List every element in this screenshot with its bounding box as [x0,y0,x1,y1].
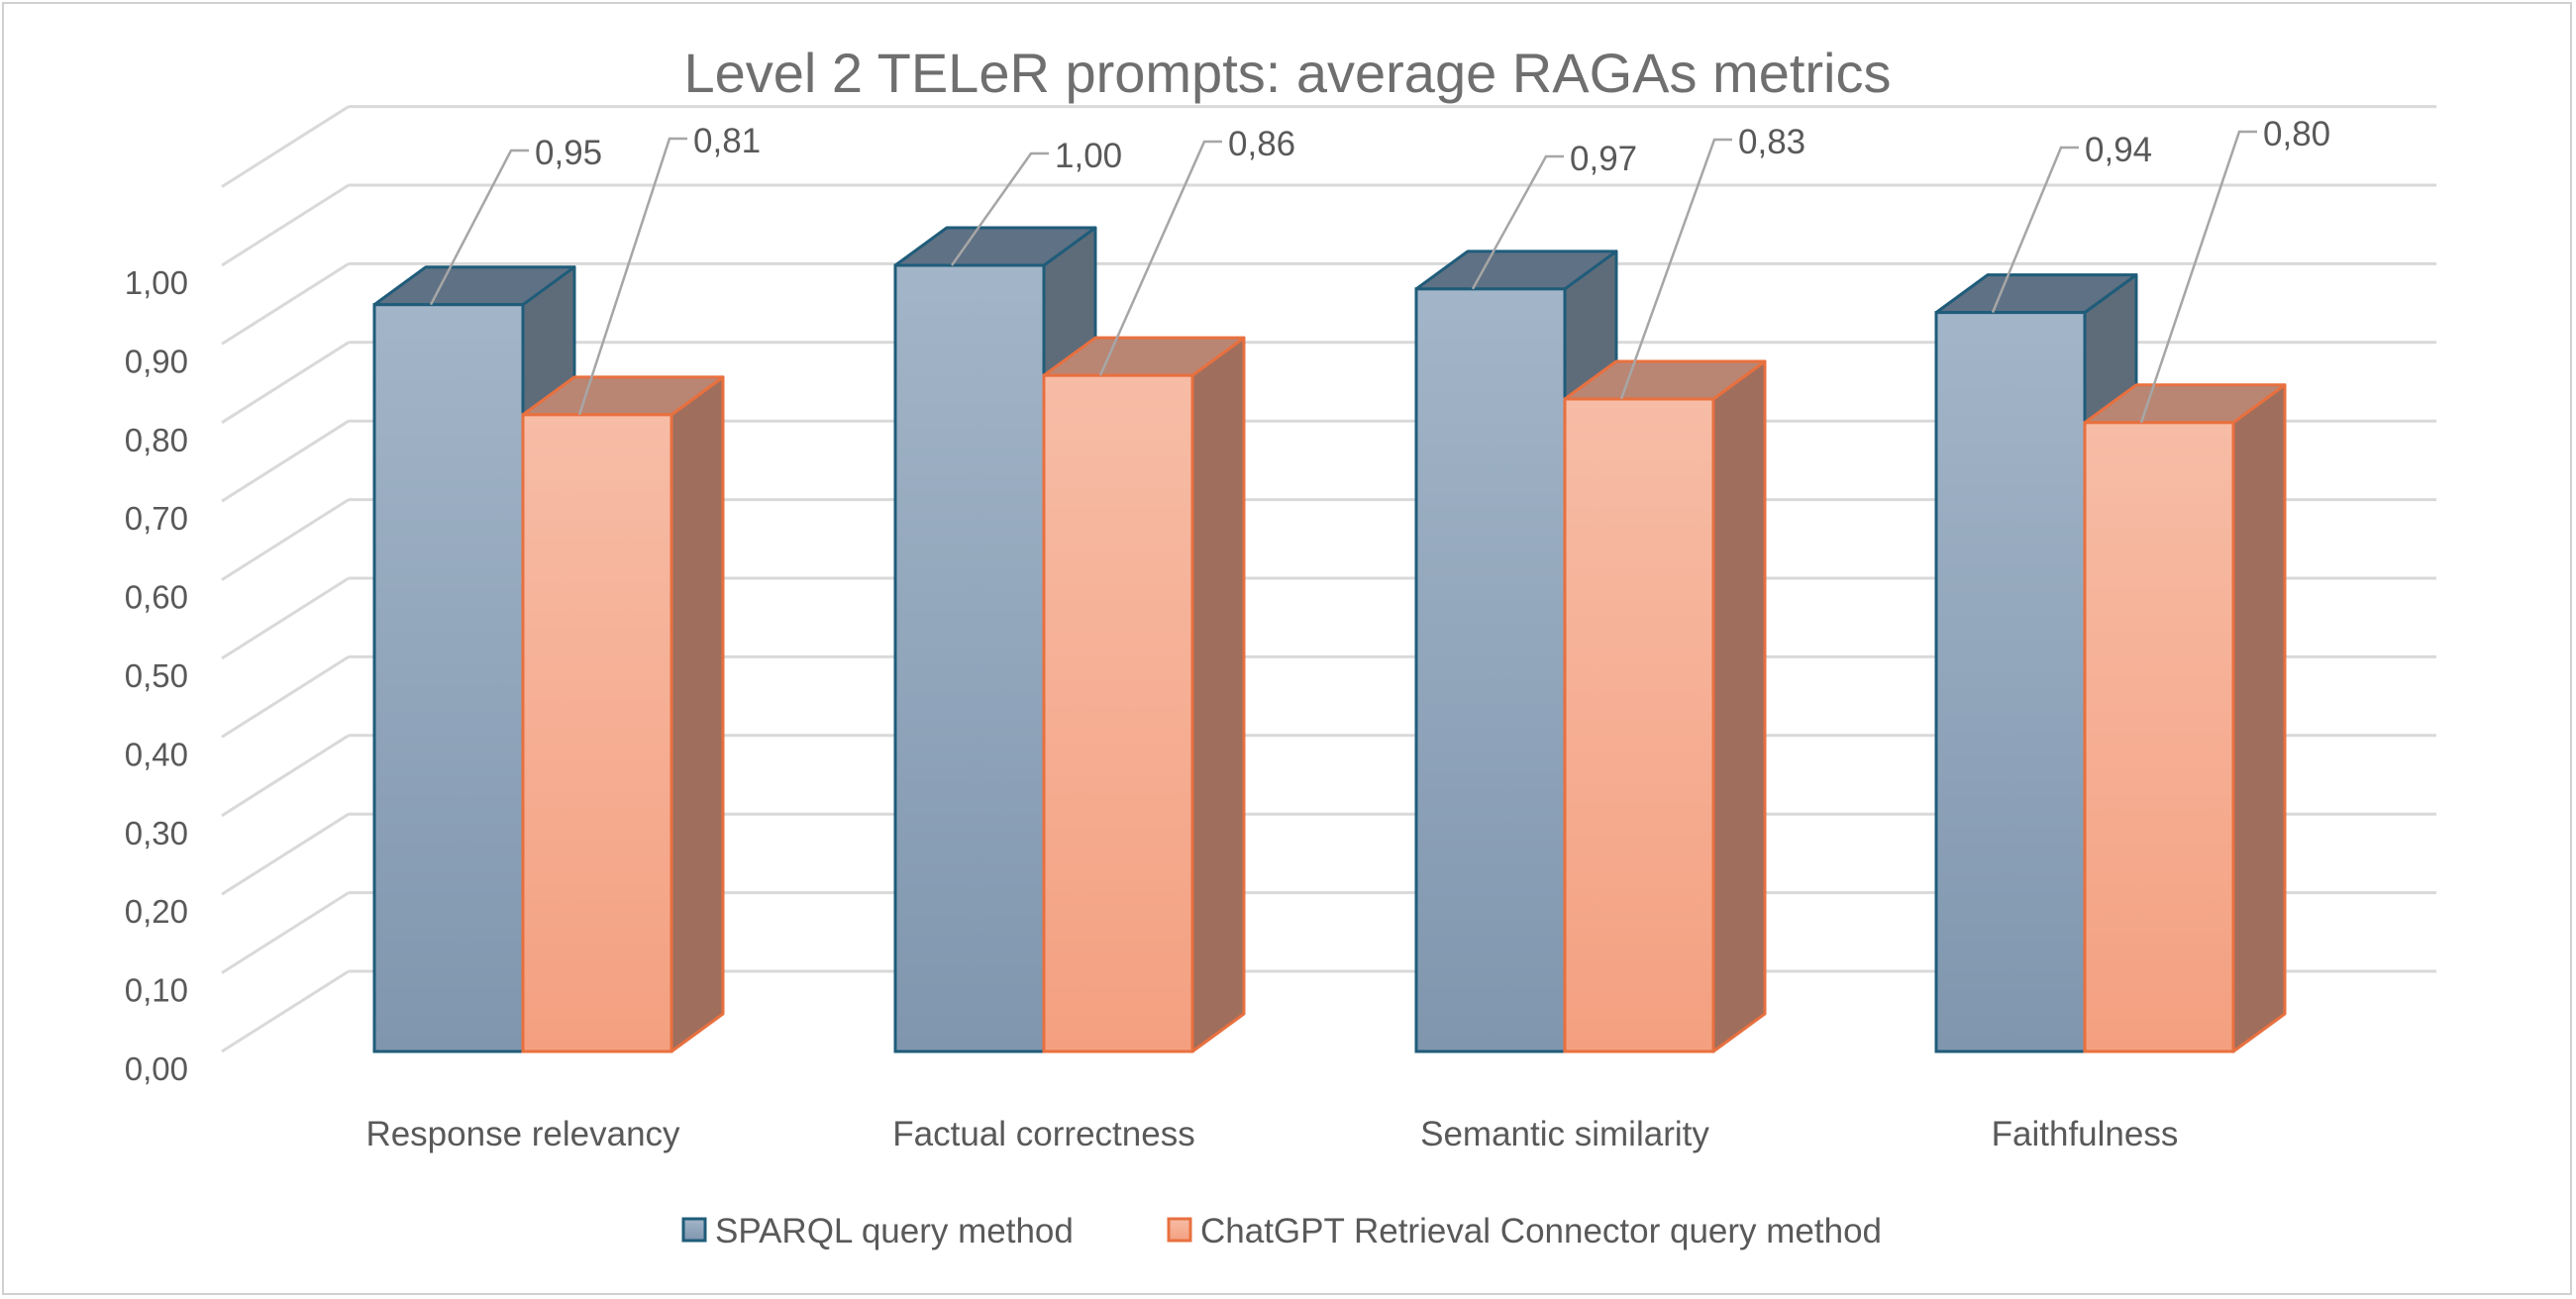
leader-line [1098,140,1222,376]
bar-faithfulness-s2 [2083,421,2235,1053]
bar-response-relevancy-s2-side [670,375,725,1053]
gridline-diagonal [221,341,350,425]
bars [372,226,2287,1053]
legend-swatch [1167,1217,1192,1243]
bar-semantic-similarity-s2-side [1711,359,1767,1053]
bar-faithfulness-s2-side [2231,383,2287,1053]
data-label: 0,80 [2263,115,2330,153]
data-label: 0,97 [1570,140,1637,178]
leader-line [1619,138,1732,400]
gridline-diagonal [221,183,350,267]
legend-label: SPARQL query method [715,1212,1074,1250]
category-labels: Response relevancy Factual correctness Sem… [365,1115,2178,1153]
bar-semantic-similarity-s1 [1414,287,1567,1053]
bar-response-relevancy-s1 [372,303,525,1053]
bar-factual-correctness-s2 [1042,373,1194,1053]
bar-faithfulness-s1 [1934,311,2087,1053]
gridline-diagonal [221,576,350,660]
gridline-diagonal [221,812,350,896]
legend-swatch [681,1217,707,1243]
y-tick-label: 0,30 [125,815,188,851]
bar-semantic-similarity-s2 [1563,397,1715,1053]
category-label: Semantic similarity [1420,1115,1709,1153]
y-axis-ticks: 0,00 0,10 0,20 0,30 0,40 0,50 0,60 0,70 0,80 0,90… [125,264,188,1087]
gridline-diagonal [221,655,350,739]
y-tick-label: 0,80 [125,422,188,458]
gridline-diagonal [221,105,350,188]
data-label: 0,81 [693,122,761,160]
gridline-diagonal [221,262,350,346]
y-tick-label: 0,00 [125,1050,188,1087]
category-label: Factual correctness [892,1115,1194,1153]
leader-line [429,149,529,306]
y-tick-label: 0,70 [125,500,188,537]
category-label: Response relevancy [365,1115,680,1153]
data-labels: 0,95 0,81 1,00 0,86 0,97 0,83 0,94 0,80 [429,115,2330,424]
data-label: 1,00 [1055,137,1122,175]
data-label: 0,86 [1228,125,1295,163]
y-tick-label: 0,10 [125,972,188,1009]
leader-line [1471,154,1564,290]
gridline-diagonal [221,734,350,818]
gridline-diagonal [221,498,350,581]
gridline-diagonal [221,891,350,974]
leader-line [2139,130,2257,424]
bar-factual-correctness-s1 [893,263,1046,1053]
data-label: 0,95 [535,134,602,172]
legend-label: ChatGPT Retrieval Connector query method [1200,1212,1882,1250]
y-tick-label: 0,60 [125,579,188,616]
y-tick-label: 1,00 [125,264,188,301]
y-tick-label: 0,40 [125,736,188,772]
bar-response-relevancy-s2 [521,413,673,1053]
gridline-diagonal [221,969,350,1053]
leader-line [1991,146,2079,314]
bar-factual-correctness-s2-side [1190,336,1246,1053]
data-label: 0,83 [1738,123,1805,161]
leader-line [950,151,1049,266]
category-label: Faithfulness [1992,1115,2179,1153]
legend: SPARQL query method ChatGPT Retrieval Con… [681,1212,1882,1250]
y-tick-label: 0,90 [125,343,188,379]
gridline-diagonal [221,419,350,503]
leader-line [577,137,687,416]
data-label: 0,94 [2085,131,2152,169]
y-tick-label: 0,50 [125,657,188,694]
y-tick-label: 0,20 [125,893,188,930]
chart-title: Level 2 TELeR prompts: average RAGAs met… [683,42,1891,104]
